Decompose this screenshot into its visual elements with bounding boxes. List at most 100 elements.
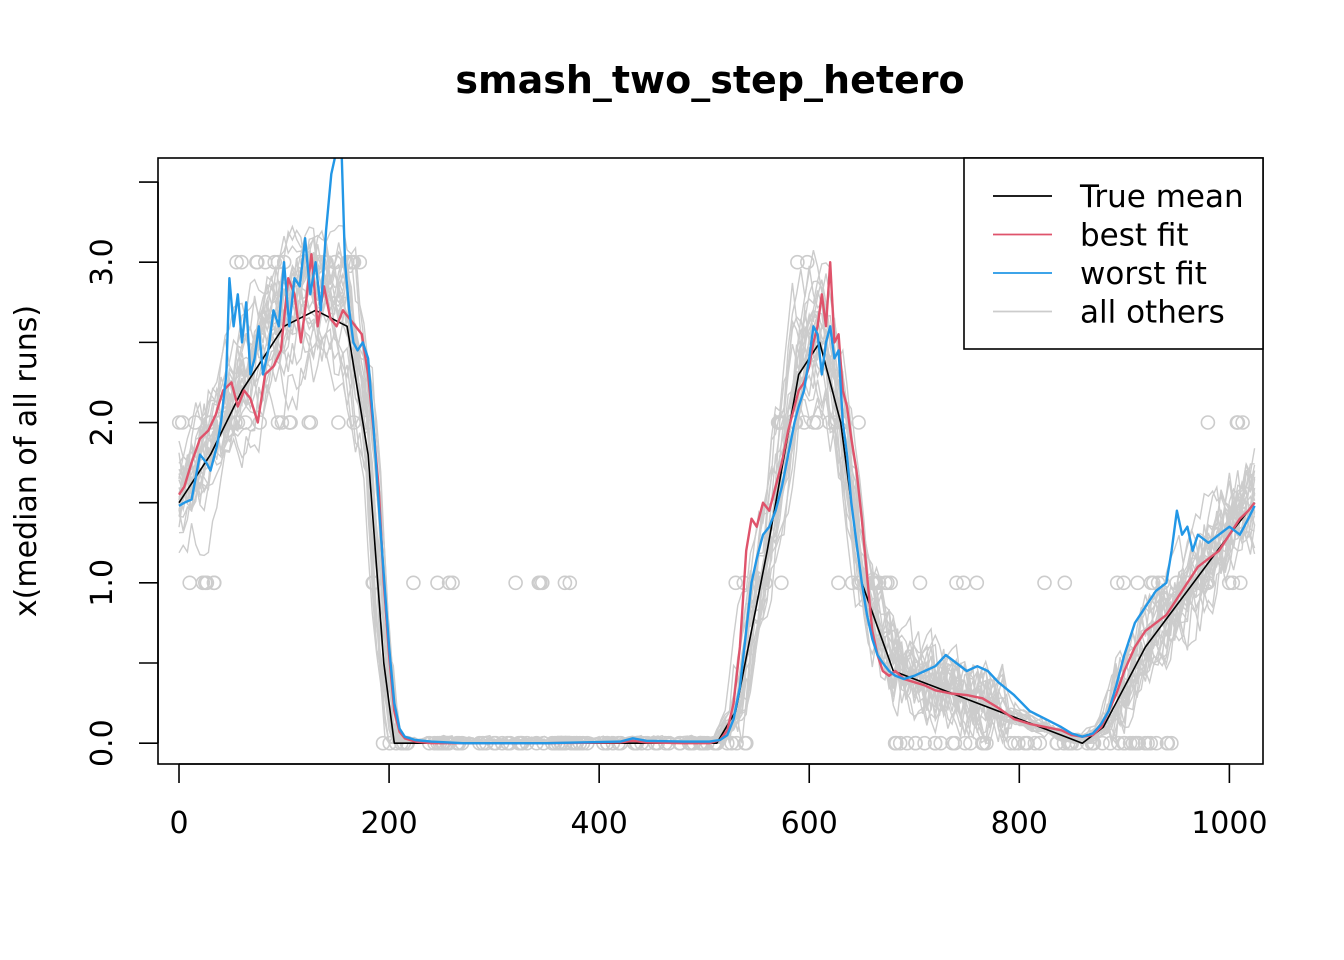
data-point (182, 575, 197, 591)
other-run-line (178, 328, 1256, 744)
x-axis: 0 200 400 600 800 1000 (169, 763, 1268, 841)
data-point (945, 735, 960, 751)
other-run-line (178, 310, 1256, 744)
data-point (912, 575, 928, 591)
y-axis: 0.0 1.0 2.0 3.0 (85, 181, 159, 767)
data-point (267, 254, 283, 270)
data-point (557, 575, 573, 591)
x-tick-label: 0 (169, 806, 188, 841)
data-point (1235, 415, 1250, 430)
data-point (1233, 575, 1248, 591)
data-point (809, 415, 825, 430)
legend-label: best fit (1080, 218, 1189, 254)
data-point (738, 735, 754, 751)
y-axis-label: x(median of all runs) (9, 305, 44, 617)
legend-label: True mean (1079, 179, 1244, 215)
other-run-line (178, 282, 1256, 745)
data-point (927, 735, 943, 751)
data-point (758, 575, 773, 591)
data-point (728, 575, 744, 591)
data-point (346, 254, 362, 270)
data-point (270, 415, 286, 430)
data-point (806, 415, 822, 430)
data-point (883, 575, 899, 591)
data-point (724, 735, 739, 751)
data-point (223, 415, 238, 430)
data-point (508, 575, 523, 591)
data-point (406, 575, 421, 591)
data-point (1143, 575, 1159, 591)
data-point (430, 575, 445, 591)
data-point (1003, 735, 1019, 751)
data-point (445, 575, 460, 591)
data-point (774, 575, 789, 591)
data-point (1117, 735, 1133, 751)
data-point (1095, 735, 1110, 751)
data-point (917, 735, 932, 751)
data-point (1116, 575, 1131, 591)
x-tick-label: 1000 (1191, 806, 1267, 841)
data-point (352, 254, 368, 270)
data-point (562, 575, 578, 591)
data-point (1221, 575, 1237, 591)
data-point (1061, 735, 1076, 751)
data-point (249, 254, 264, 270)
data-point (1027, 735, 1043, 751)
data-point (234, 254, 249, 270)
data-point (956, 575, 971, 591)
data-point (969, 575, 985, 591)
data-point (851, 415, 866, 430)
data-point (441, 575, 457, 591)
x-tick-label: 400 (571, 806, 628, 841)
data-point (1130, 575, 1145, 591)
x-tick-label: 200 (360, 806, 417, 841)
worst-fit-line (178, 158, 1256, 745)
data-point (949, 575, 964, 591)
data-point (1111, 735, 1126, 751)
data-point (534, 575, 550, 591)
data-point (1155, 575, 1170, 591)
data-point (1049, 735, 1065, 751)
data-point (899, 735, 915, 751)
x-tick-label: 800 (991, 806, 1048, 841)
legend-box (963, 157, 1264, 350)
data-point (908, 735, 923, 751)
data-point (1140, 735, 1155, 751)
data-point (1200, 415, 1216, 430)
data-point (1037, 575, 1052, 591)
data-point (274, 415, 290, 430)
data-point (799, 254, 815, 270)
other-run-line (178, 282, 1256, 745)
true-mean-line (178, 309, 1256, 744)
data-point (257, 254, 273, 270)
data-point (175, 415, 190, 430)
data-point (203, 415, 219, 430)
data-point (195, 575, 211, 591)
data-point (887, 735, 903, 751)
other-run-line (178, 333, 1256, 744)
legend-label: worst fit (1080, 256, 1207, 292)
data-point (282, 415, 298, 430)
data-point (327, 254, 343, 270)
data-point (1103, 735, 1118, 751)
data-point (831, 575, 846, 591)
chart-title: smash_two_step_hetero (455, 58, 964, 102)
data-point (199, 575, 215, 591)
data-point (1200, 575, 1216, 591)
data-point (1064, 735, 1080, 751)
data-point (303, 415, 319, 430)
other-run-line (178, 327, 1256, 745)
data-point (1125, 735, 1141, 751)
data-point (790, 254, 805, 270)
y-tick-label: 3.0 (85, 238, 120, 286)
data-point (238, 415, 253, 430)
data-point (171, 415, 187, 430)
y-tick-label: 1.0 (85, 559, 120, 607)
data-point (1229, 415, 1245, 430)
data-point (331, 415, 346, 430)
data-point (1149, 735, 1164, 751)
y-tick-label: 2.0 (85, 399, 120, 447)
data-point (1109, 575, 1125, 591)
